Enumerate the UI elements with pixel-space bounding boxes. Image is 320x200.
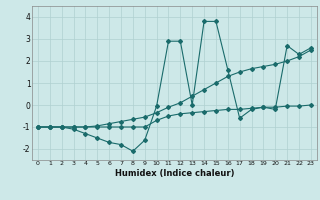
X-axis label: Humidex (Indice chaleur): Humidex (Indice chaleur) <box>115 169 234 178</box>
